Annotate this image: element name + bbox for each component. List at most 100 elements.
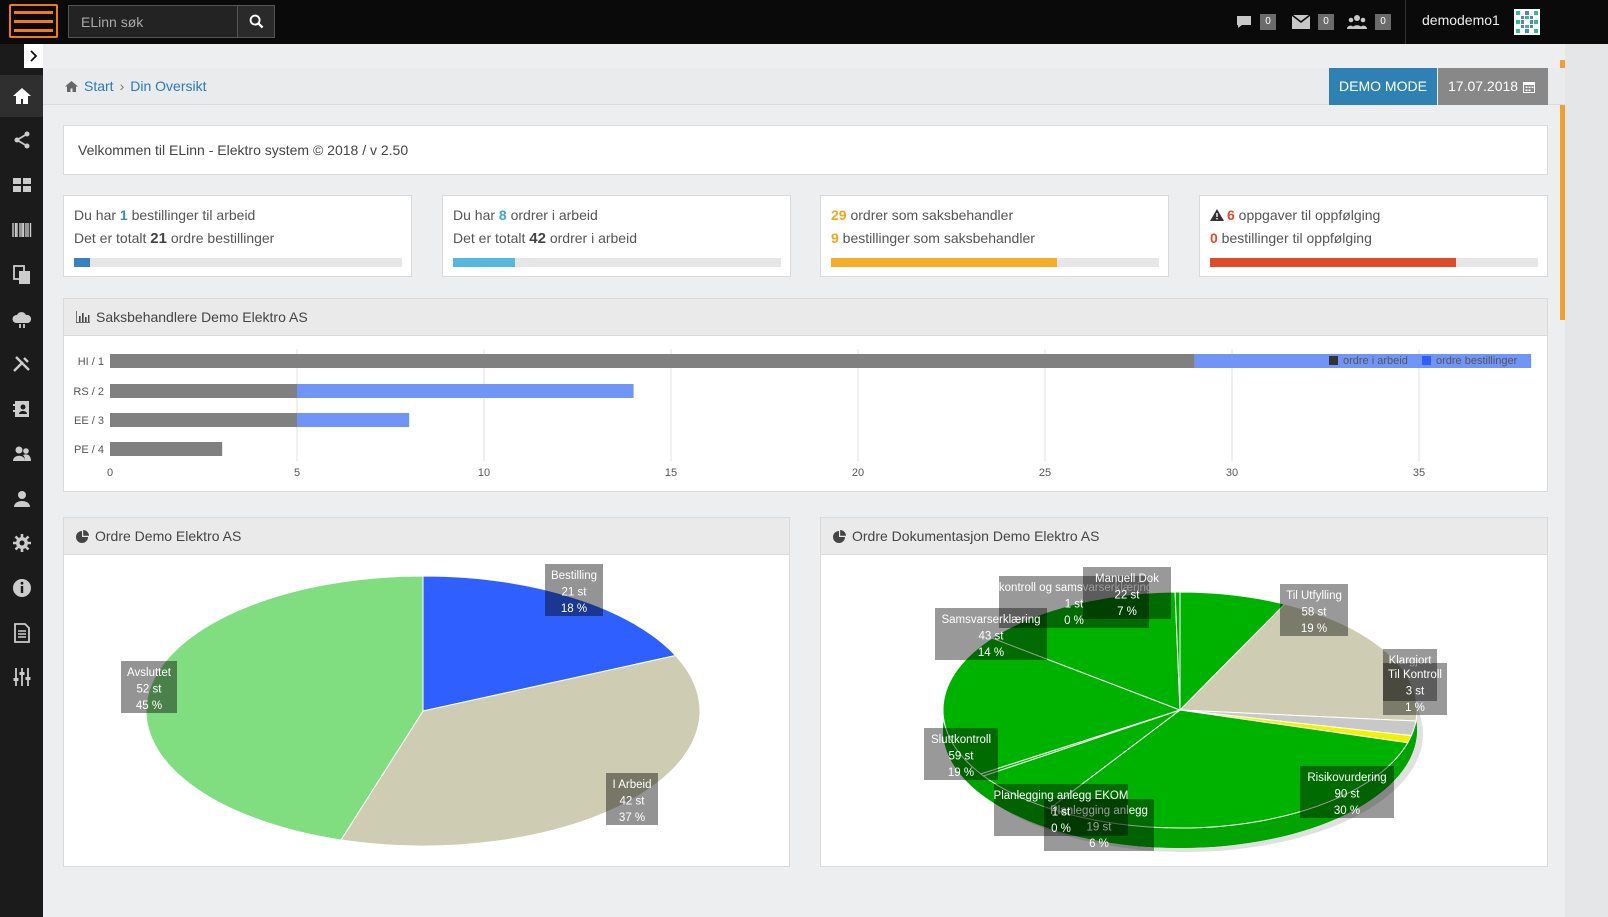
pie-slice-sluttkontroll xyxy=(942,637,1182,775)
messages-count: 0 xyxy=(1260,14,1276,30)
sidebar-item-documents[interactable] xyxy=(0,254,43,296)
sidebar xyxy=(0,44,43,917)
stat-card-bestillinger[interactable]: Du har 1 bestillinger til arbeid Det er … xyxy=(63,195,412,277)
dashboard-icon xyxy=(12,178,31,192)
pie-slice-sluttkontroll-og-samsvarserklæring-po xyxy=(1174,591,1181,711)
stat-card-saksbehandler[interactable]: 29 ordrer som saksbehandler 9 bestilling… xyxy=(820,195,1169,277)
sidebar-expand-button[interactable] xyxy=(24,44,43,68)
users-count: 0 xyxy=(1375,14,1391,30)
search-icon xyxy=(249,14,263,29)
panel-header: Saksbehandlere Demo Elektro AS xyxy=(64,299,1547,336)
label-background xyxy=(1083,567,1171,619)
date-picker[interactable]: 17.07.2018 xyxy=(1438,68,1548,105)
stat-text: bestillinger som saksbehandler xyxy=(838,230,1035,246)
label-text: Sluttkontroll xyxy=(931,734,991,746)
label-text: 1 % xyxy=(1405,702,1425,714)
x-tick-label: 25 xyxy=(1039,467,1051,479)
demo-mode-badge[interactable]: DEMO MODE xyxy=(1329,68,1437,105)
label-background xyxy=(994,784,1128,836)
label-text: 22 st xyxy=(1115,590,1141,602)
scrollbar-thumb[interactable] xyxy=(1560,60,1565,320)
users-notification[interactable]: 0 xyxy=(1347,13,1391,31)
mail-count: 0 xyxy=(1318,14,1334,30)
dokumentasjon-pie-panel: Ordre Dokumentasjon Demo Elektro AS Slut… xyxy=(820,517,1548,867)
users-icon xyxy=(1347,15,1367,29)
slice-label: Manuell Dok 22 st 7 % xyxy=(1083,567,1171,619)
progress-bar xyxy=(1210,258,1538,267)
label-text: Bestilling xyxy=(551,570,597,582)
welcome-text: Velkommen til ELinn - Elektro system © 2… xyxy=(78,142,409,158)
slice-label: Sluttkontroll og samsvarserklæring PO 1 s… xyxy=(976,576,1172,628)
sidebar-item-share[interactable] xyxy=(0,119,43,161)
tools-icon xyxy=(12,356,30,372)
contacts-icon xyxy=(12,401,29,417)
bar-ordre-i-arbeid xyxy=(110,354,1195,368)
sidebar-item-home[interactable] xyxy=(0,75,43,117)
label-background xyxy=(121,661,177,713)
slice-label: I Arbeid 42 st 37 % xyxy=(606,773,658,825)
progress-fill xyxy=(74,258,91,267)
sidebar-item-user[interactable] xyxy=(0,478,43,520)
stat-text: bestillinger til arbeid xyxy=(127,207,256,223)
info-icon xyxy=(12,579,31,597)
sidebar-item-cloud[interactable] xyxy=(0,298,43,340)
pie-slice-risikovurdering xyxy=(1048,709,1409,829)
label-text: 52 st xyxy=(137,684,163,696)
label-text: Sluttkontroll og samsvarserklæring PO xyxy=(976,582,1172,594)
progress-bar xyxy=(453,258,781,267)
username[interactable]: demodemo1 xyxy=(1422,12,1500,28)
slice-label: Risikovurdering 90 st 30 % xyxy=(1300,766,1394,818)
documents-icon xyxy=(12,265,30,284)
label-text: 1 st xyxy=(1065,599,1084,611)
bar-ordre-bestillinger xyxy=(297,413,410,427)
progress-bar xyxy=(831,258,1159,267)
divider xyxy=(1405,0,1406,44)
stat-card-oppfolging[interactable]: 6 oppgaver til oppfølging 0 bestillinger… xyxy=(1199,195,1548,277)
breadcrumb-current[interactable]: Din Oversikt xyxy=(130,78,207,94)
pie-chart-icon xyxy=(76,529,89,543)
legend-label: ordre i arbeid xyxy=(1343,355,1408,367)
label-text: Til Kontroll xyxy=(1388,669,1442,681)
search-input[interactable] xyxy=(68,5,238,38)
stat-card-ordrer[interactable]: Du har 8 ordrer i arbeid Det er totalt 4… xyxy=(442,195,791,277)
avatar[interactable] xyxy=(1514,9,1540,35)
mail-notification[interactable]: 0 xyxy=(1292,13,1334,31)
menu-toggle-button[interactable] xyxy=(9,4,58,38)
sidebar-item-tools[interactable] xyxy=(0,343,43,385)
settings-icon xyxy=(12,534,31,552)
share-icon xyxy=(14,131,29,149)
home-icon xyxy=(12,88,31,104)
pie-slice-manuell-dok xyxy=(1179,591,1286,712)
search-button[interactable] xyxy=(237,5,275,38)
messages-notification[interactable]: 0 xyxy=(1236,13,1276,31)
label-background xyxy=(924,728,998,780)
sidebar-item-file[interactable] xyxy=(0,612,43,654)
welcome-panel: Velkommen til ELinn - Elektro system © 2… xyxy=(63,125,1548,175)
sidebar-item-settings[interactable] xyxy=(0,522,43,564)
cloud-icon xyxy=(11,312,31,328)
slice-label: Avsluttet 52 st 45 % xyxy=(121,661,177,713)
chart-legend: ordre i arbeid ordre bestillinger xyxy=(1329,355,1518,367)
sidebar-item-info[interactable] xyxy=(0,567,43,609)
breadcrumb-start-link[interactable]: Start xyxy=(84,78,114,94)
label-text: 7 % xyxy=(1117,606,1137,618)
sidebar-item-sliders[interactable] xyxy=(0,656,43,698)
stat-number: 9 xyxy=(831,230,839,246)
sidebar-item-contacts[interactable] xyxy=(0,388,43,430)
progress-fill xyxy=(831,258,1058,267)
sidebar-item-team[interactable] xyxy=(0,433,43,475)
stat-text: Du har xyxy=(74,207,120,223)
stat-text: Det er totalt xyxy=(74,230,151,246)
slice-label: Klargjort xyxy=(1383,649,1437,701)
envelope-icon xyxy=(1292,15,1310,29)
comment-icon xyxy=(1237,16,1251,28)
x-tick-label: 10 xyxy=(478,467,490,479)
pie-slice-bestilling xyxy=(422,575,677,712)
sidebar-item-barcode[interactable] xyxy=(0,209,43,251)
sidebar-item-dashboard[interactable] xyxy=(0,164,43,206)
pie-chart-icon xyxy=(833,529,846,543)
label-text: 90 st xyxy=(1335,789,1361,801)
label-text: Klargjort xyxy=(1389,655,1433,667)
bar-chart: 0 5 10 15 20 25 30 35 HI / 1 RS / 2 EE / 3 PE / 4 or… xyxy=(73,349,1532,479)
slice-label: Sluttkontroll 59 st 19 % xyxy=(924,728,998,780)
